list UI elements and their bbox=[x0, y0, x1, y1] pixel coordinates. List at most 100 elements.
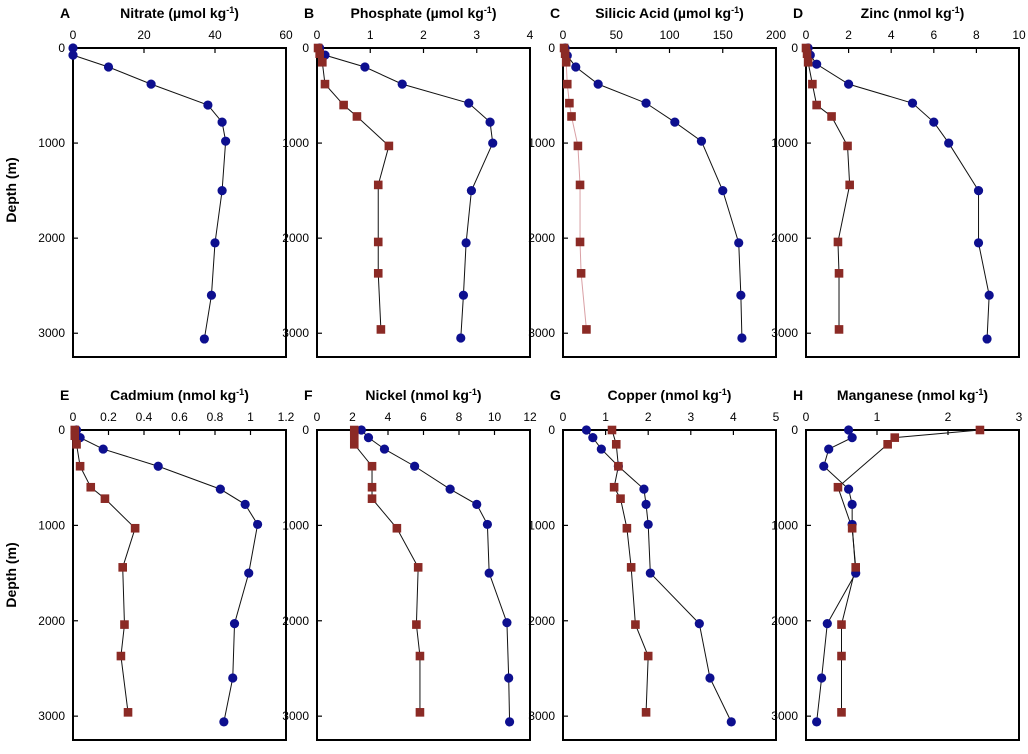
y-tick-label: 0 bbox=[58, 423, 65, 437]
x-tick-label: 2 bbox=[845, 28, 852, 42]
data-point-blue bbox=[98, 444, 108, 454]
data-point-red bbox=[376, 325, 386, 334]
data-point-red bbox=[72, 440, 81, 449]
x-tick-label: 100 bbox=[659, 28, 679, 42]
data-point-red bbox=[349, 431, 359, 441]
x-tick-label: 3 bbox=[687, 410, 694, 424]
data-point-red bbox=[575, 237, 585, 247]
data-point-blue bbox=[596, 444, 606, 454]
data-point-blue bbox=[464, 98, 474, 108]
data-point-blue bbox=[812, 717, 822, 727]
y-tick-label: 2000 bbox=[282, 614, 309, 628]
data-point-blue bbox=[929, 117, 939, 127]
data-point-red bbox=[392, 523, 402, 533]
panel-a: A Nitrate (µmol kg-1) 0 20 40 60 0 1000 2000 3000 bbox=[38, 5, 293, 358]
x-tick-label: 10 bbox=[488, 410, 502, 424]
data-point-red bbox=[86, 482, 96, 492]
data-point-red bbox=[808, 79, 817, 89]
x-tick-label: 4 bbox=[385, 410, 392, 424]
plot-frame bbox=[562, 429, 777, 741]
y-tick-label: 1000 bbox=[282, 518, 309, 532]
data-point-blue bbox=[146, 79, 156, 89]
x-tick-label: 5 bbox=[773, 410, 780, 424]
y-tick-label: 2000 bbox=[282, 231, 309, 245]
data-point-blue bbox=[982, 334, 992, 344]
data-point-blue bbox=[734, 238, 744, 248]
title-unit-superscript: -1 bbox=[469, 387, 477, 397]
x-tick-label: 6 bbox=[420, 410, 427, 424]
data-point-red bbox=[70, 431, 80, 441]
x-tick-label: 0 bbox=[803, 28, 810, 42]
title-unit-superscript: -1 bbox=[975, 387, 983, 397]
data-point-red bbox=[803, 57, 813, 67]
y-tick-label: 1000 bbox=[771, 518, 798, 532]
y-tick-label: 0 bbox=[302, 41, 309, 55]
data-point-red bbox=[339, 100, 348, 110]
data-point-blue bbox=[847, 499, 857, 509]
panel-title: Zinc (nmol kg-1) bbox=[861, 5, 965, 21]
data-point-blue bbox=[217, 117, 227, 127]
data-point-blue bbox=[206, 290, 217, 300]
data-point-red bbox=[975, 425, 985, 435]
x-tick-label: 1.2 bbox=[278, 410, 295, 424]
data-point-red bbox=[412, 620, 421, 629]
data-point-red bbox=[833, 237, 843, 247]
data-point-red bbox=[70, 425, 80, 435]
title-unit: (µmol kg bbox=[426, 5, 484, 21]
y-tick-label: 3000 bbox=[282, 326, 309, 340]
data-point-blue bbox=[907, 98, 918, 108]
data-point-blue bbox=[844, 425, 854, 435]
data-point-red bbox=[315, 49, 324, 59]
x-tick-label: 2 bbox=[645, 410, 652, 424]
data-point-red bbox=[100, 494, 110, 503]
panel-title: Phosphate (µmol kg-1) bbox=[350, 5, 496, 21]
title-text: Cadmium bbox=[110, 387, 174, 403]
data-point-blue bbox=[847, 433, 857, 443]
data-point-blue bbox=[217, 186, 227, 196]
panel-letter: B bbox=[304, 5, 314, 21]
x-tick-label: 20 bbox=[137, 28, 151, 42]
data-point-red bbox=[415, 708, 425, 717]
x-tick-label: 4 bbox=[527, 28, 534, 42]
data-point-blue bbox=[219, 717, 229, 727]
data-point-red bbox=[75, 461, 85, 471]
data-point-red bbox=[352, 112, 362, 121]
panel-title: Nitrate (µmol kg-1) bbox=[120, 5, 239, 21]
data-point-blue bbox=[643, 519, 653, 530]
x-tick-label: 4 bbox=[730, 410, 737, 424]
data-point-red bbox=[118, 563, 127, 572]
data-point-blue bbox=[571, 62, 581, 72]
title-unit-close: ) bbox=[244, 387, 249, 403]
data-point-red bbox=[367, 494, 377, 503]
data-point-blue bbox=[456, 333, 466, 343]
data-point-blue bbox=[817, 673, 827, 683]
data-point-blue bbox=[445, 484, 455, 494]
data-point-red bbox=[373, 269, 383, 278]
data-point-red bbox=[582, 325, 591, 334]
panel-letter: D bbox=[793, 5, 803, 21]
data-point-red bbox=[833, 482, 843, 492]
title-unit-close: ) bbox=[477, 387, 482, 403]
y-tick-label: 0 bbox=[58, 41, 65, 55]
data-point-red bbox=[641, 708, 651, 717]
data-point-red bbox=[130, 523, 140, 533]
data-point-blue bbox=[488, 138, 498, 148]
panel-g: G Copper (nmol kg-1) 0 1 2 3 4 5 0 1000 2000 3000 bbox=[528, 387, 780, 741]
data-point-blue bbox=[973, 186, 984, 196]
y-tick-label: 1000 bbox=[38, 518, 65, 532]
data-point-blue bbox=[240, 499, 250, 509]
data-point-red bbox=[834, 269, 844, 278]
data-point-red bbox=[827, 112, 836, 121]
y-tick-label: 1000 bbox=[282, 136, 309, 150]
data-point-blue bbox=[973, 238, 984, 248]
data-point-blue bbox=[215, 484, 225, 494]
data-point-blue bbox=[844, 79, 854, 89]
data-point-red bbox=[415, 651, 425, 661]
data-point-red bbox=[643, 651, 653, 661]
data-point-red bbox=[614, 461, 623, 471]
data-point-red bbox=[834, 325, 844, 334]
plot-frame bbox=[562, 47, 777, 358]
data-point-red bbox=[384, 141, 394, 151]
panel-c: C Silicic Acid (µmol kg-1)0 50 100 150 200010… bbox=[528, 5, 786, 358]
